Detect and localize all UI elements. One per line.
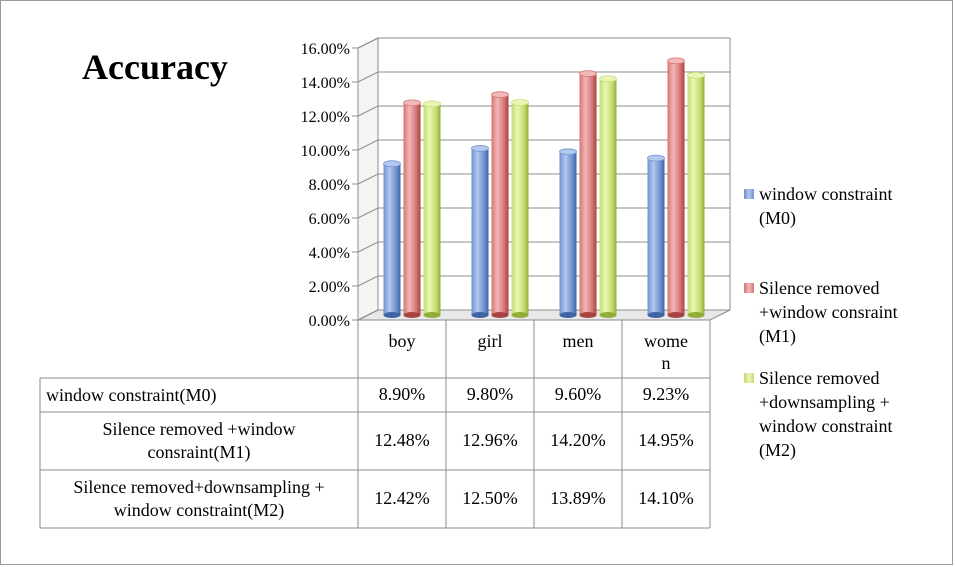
legend-label-line: Silence removed bbox=[759, 368, 880, 388]
legend-swatch bbox=[744, 283, 754, 293]
bar-base bbox=[599, 312, 617, 318]
legend-label: Silence removed +window consraint (M1) bbox=[759, 276, 898, 348]
bar-base bbox=[423, 312, 441, 318]
bar-top bbox=[647, 154, 665, 162]
legend-swatch bbox=[744, 189, 754, 199]
bar bbox=[667, 60, 685, 315]
bar bbox=[471, 148, 489, 315]
bar bbox=[423, 103, 441, 315]
table-cell: 13.89% bbox=[550, 488, 606, 508]
legend-label-line: window constraint bbox=[759, 416, 893, 436]
bar bbox=[511, 102, 529, 315]
y-tick-label: 4.00% bbox=[309, 245, 350, 262]
bar bbox=[647, 158, 665, 315]
bar-top bbox=[491, 91, 509, 99]
table-cell: 12.48% bbox=[374, 430, 430, 450]
legend-label: Silence removed +downsampling + window con… bbox=[759, 366, 892, 462]
y-tick-label: 8.00% bbox=[309, 177, 350, 194]
table-cell: 14.10% bbox=[638, 488, 694, 508]
legend-label-line: +downsampling + bbox=[759, 392, 890, 412]
bar bbox=[403, 102, 421, 315]
y-tick-label: 12.00% bbox=[301, 109, 350, 126]
bar-base bbox=[687, 312, 705, 318]
bar-base bbox=[667, 312, 685, 318]
table-row-label-line: Silence removed +window bbox=[102, 419, 296, 439]
legend-label-line: (M0) bbox=[759, 208, 796, 228]
legend-label-line: +window consraint bbox=[759, 302, 898, 322]
bar-top bbox=[667, 57, 685, 65]
table-cell: 12.42% bbox=[374, 488, 430, 508]
bar bbox=[687, 75, 705, 315]
table-row-label: window constraint(M0) bbox=[40, 384, 358, 407]
bar bbox=[491, 94, 509, 316]
bar-base bbox=[579, 312, 597, 318]
bar-top bbox=[579, 70, 597, 77]
bar-base bbox=[383, 312, 401, 318]
bar-top bbox=[423, 100, 441, 108]
legend-label-line: Silence removed bbox=[759, 278, 880, 298]
bar bbox=[599, 78, 617, 316]
table-row-label: Silence removed+downsampling + window con… bbox=[40, 476, 358, 522]
table-cell: 14.95% bbox=[638, 430, 694, 450]
gridline bbox=[357, 71, 730, 83]
y-tick-label: 14.00% bbox=[301, 75, 350, 92]
table-cell: 9.60% bbox=[554, 384, 602, 404]
legend-swatch bbox=[744, 373, 754, 383]
table-row-label-line: window constraint(M2) bbox=[113, 500, 285, 520]
bar-top bbox=[471, 144, 489, 152]
table-cell: 8.90% bbox=[378, 384, 426, 404]
bar-top bbox=[403, 99, 421, 107]
bar-base bbox=[647, 312, 665, 318]
bar-top bbox=[383, 160, 401, 168]
legend-label-line: window constraint bbox=[759, 184, 893, 204]
legend-label-line: (M1) bbox=[759, 326, 796, 346]
gridline bbox=[357, 37, 730, 49]
y-tick-label: 2.00% bbox=[309, 279, 350, 296]
bar-top bbox=[511, 99, 529, 106]
table-cell: 14.20% bbox=[550, 430, 606, 450]
y-tick-label: 16.00% bbox=[301, 41, 350, 58]
bar bbox=[383, 163, 401, 315]
category-label: men bbox=[562, 331, 594, 351]
bar-top bbox=[559, 148, 577, 156]
table-cell: 12.50% bbox=[462, 488, 518, 508]
bar bbox=[559, 151, 577, 315]
y-tick-label: 10.00% bbox=[301, 143, 350, 160]
table-row-label-line: consraint(M1) bbox=[147, 442, 251, 462]
bar-top bbox=[599, 75, 617, 83]
bar-top bbox=[687, 71, 705, 79]
y-tick-label: 6.00% bbox=[309, 211, 350, 228]
legend-label: window constraint (M0) bbox=[759, 182, 892, 230]
table-cell: 12.96% bbox=[462, 430, 518, 450]
bar-base bbox=[511, 312, 529, 318]
table-cell: 9.80% bbox=[466, 384, 514, 404]
y-tick-label: 0.00% bbox=[309, 313, 350, 330]
bar-base bbox=[471, 312, 489, 318]
bar-base bbox=[403, 312, 421, 318]
table-cell: 9.23% bbox=[642, 384, 690, 404]
legend-label-line: (M2) bbox=[759, 440, 796, 460]
table-row-label-line: Silence removed+downsampling + bbox=[73, 477, 325, 497]
bar bbox=[579, 73, 597, 315]
bar-base bbox=[491, 312, 509, 318]
table-row-label-line: window constraint(M0) bbox=[46, 384, 217, 405]
table-row-label: Silence removed +window consraint(M1) bbox=[40, 418, 358, 464]
bar-base bbox=[559, 312, 577, 318]
category-label: girl bbox=[477, 331, 503, 351]
category-label: wome n bbox=[644, 331, 688, 373]
chart-title: Accuracy bbox=[82, 47, 228, 87]
category-label: boy bbox=[388, 331, 416, 351]
